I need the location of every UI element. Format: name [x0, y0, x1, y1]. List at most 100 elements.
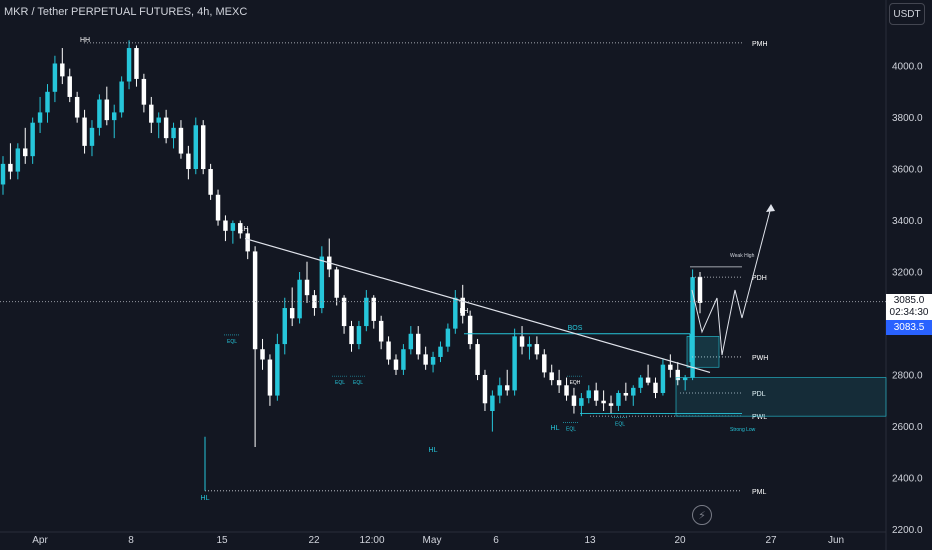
candle-body: [223, 220, 228, 231]
y-tick-label: 2200.0: [892, 525, 923, 536]
candle-body: [430, 356, 436, 365]
candle-body: [89, 127, 95, 146]
countdown-timer: 02:34:30: [889, 307, 929, 318]
eq-label: EQL: [566, 426, 576, 432]
currency-button[interactable]: USDT: [889, 3, 925, 25]
candle-body: [482, 374, 488, 404]
candle-body: [304, 279, 310, 296]
candle-body: [571, 395, 577, 406]
candle-body: [675, 369, 680, 381]
candle-body: [111, 112, 117, 121]
candle-body: [319, 256, 325, 309]
candle-body: [149, 104, 154, 123]
y-tick-label: 2400.0: [892, 473, 923, 484]
candle-body: [0, 163, 6, 185]
candle-body: [386, 341, 391, 360]
candle-body: [593, 390, 599, 401]
eq-label: EQH: [570, 380, 581, 386]
candle-body: [134, 48, 139, 79]
candle-body: [282, 308, 287, 345]
candle-body: [208, 169, 213, 195]
x-tick-label: 15: [216, 535, 228, 546]
eq-label: EQL: [335, 380, 345, 386]
candle-body: [171, 127, 176, 139]
candle-body: [97, 99, 102, 128]
x-tick-label: 6: [493, 535, 499, 546]
candle-body: [690, 277, 695, 378]
candle-body: [297, 279, 302, 319]
x-tick-label: 20: [674, 535, 686, 546]
candle-body: [156, 117, 161, 123]
key-level-label: PML: [752, 489, 767, 496]
candle-body: [260, 349, 265, 360]
candle-body: [82, 117, 87, 146]
x-tick-label: 22: [308, 535, 320, 546]
candle-body: [682, 377, 688, 381]
candle-body: [378, 320, 384, 342]
y-tick-label: 2800.0: [892, 370, 923, 381]
candle-body: [37, 112, 43, 123]
candle-body: [608, 403, 614, 406]
candle-body: [74, 96, 80, 118]
candle-body: [178, 127, 184, 154]
candle-body: [579, 398, 584, 406]
x-tick-label: 27: [765, 535, 777, 546]
swing-label: HL: [551, 425, 560, 432]
eq-label: EQL: [353, 380, 363, 386]
candle-body: [23, 148, 28, 157]
candle-body: [289, 308, 295, 319]
candle-body: [371, 297, 376, 321]
candle-body: [438, 346, 443, 357]
candle-body: [601, 400, 606, 404]
candle-body: [67, 76, 72, 97]
candle-body: [423, 354, 428, 365]
candle-body: [356, 326, 362, 345]
candle-body: [364, 297, 369, 327]
candle-body: [186, 153, 191, 170]
candle-body: [416, 333, 421, 355]
candle-body: [519, 336, 525, 347]
candle-body: [349, 326, 354, 345]
candle-body: [45, 91, 50, 113]
candle-body: [653, 382, 658, 393]
candle-body: [475, 344, 480, 375]
eq-label: EQL: [615, 421, 625, 427]
candle-body: [542, 354, 547, 373]
candle-body: [527, 344, 532, 347]
y-tick-label: 3600.0: [892, 165, 923, 176]
y-tick-label: 4000.0: [892, 62, 923, 73]
candle-body: [104, 99, 110, 121]
trendline: [244, 237, 711, 373]
candle-body: [645, 377, 651, 383]
demand-zone: [675, 377, 887, 417]
y-tick-label: 3400.0: [892, 216, 923, 227]
candle-body: [556, 380, 562, 386]
price-tag: 3083.5: [886, 320, 932, 335]
candle-body: [60, 63, 65, 77]
candle-body: [245, 233, 250, 252]
x-tick-label: Jun: [828, 535, 844, 546]
candle-body: [549, 372, 554, 381]
candle-body: [497, 385, 503, 396]
candle-body: [586, 390, 592, 399]
candle-body: [252, 251, 258, 350]
candle-body: [312, 295, 317, 309]
candle-body: [126, 48, 132, 82]
y-tick-label: 3200.0: [892, 268, 923, 279]
candle-body: [163, 117, 169, 139]
candle-body: [616, 392, 621, 406]
candle-body: [275, 344, 280, 396]
x-tick-label: 13: [584, 535, 596, 546]
candle-body: [660, 364, 666, 393]
y-tick-label: 2600.0: [892, 422, 923, 433]
eq-label: EQL: [227, 339, 237, 345]
candle-body: [504, 385, 510, 391]
candle-body: [15, 148, 21, 172]
swing-label: HH: [80, 37, 90, 44]
key-level-label: PDH: [752, 275, 767, 282]
strong-low-label: Strong Low: [730, 427, 756, 433]
candle-body: [564, 385, 569, 396]
flash-icon[interactable]: ⚡: [692, 505, 712, 525]
candle-body: [267, 359, 273, 396]
